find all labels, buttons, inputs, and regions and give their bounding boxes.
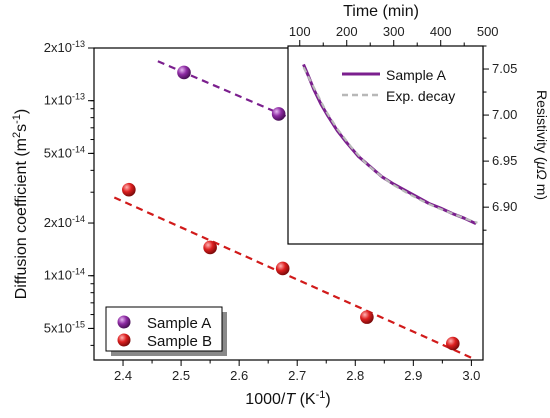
main-legend-marker-sample-b — [117, 333, 131, 347]
main-y-axis-title: Diffusion coefficient (m2s-1) — [11, 109, 30, 300]
data-point-sample-b — [122, 182, 136, 197]
x-tick-label: 2.4 — [114, 368, 132, 383]
main-legend: Sample A Sample B — [105, 306, 227, 356]
inset-legend-label-sample-a: Sample A — [386, 67, 447, 83]
inset-y-tick-label: 6.95 — [492, 153, 517, 168]
inset-x-tick-label: 200 — [336, 24, 358, 39]
x-tick-label: 3.0 — [462, 368, 480, 383]
x-tick-label: 2.7 — [288, 368, 306, 383]
main-x-axis-title: 1000/T (K-1) — [245, 389, 330, 408]
y-tick-label: 1x10-13 — [44, 92, 85, 108]
data-point-sample-b — [203, 240, 217, 255]
inset-line-exp-decay — [302, 66, 478, 224]
inset-legend: Sample A Exp. decay — [342, 67, 455, 104]
inset-right-y-axis-title: Resistivity (μΩ m) — [534, 90, 550, 200]
y-tick-label: 5x10-15 — [44, 319, 85, 335]
y-tick-label: 5x10-14 — [44, 144, 85, 160]
main-legend-marker-sample-a — [117, 315, 131, 329]
inset-y-tick-label: 6.90 — [492, 199, 517, 214]
x-tick-label: 2.5 — [172, 368, 190, 383]
inset-x-tick-label: 400 — [430, 24, 452, 39]
fit-line-sample-b — [113, 196, 472, 359]
inset-x-tick-label: 500 — [477, 24, 499, 39]
inset-x-tick-label: 300 — [383, 24, 405, 39]
y-tick-label: 2x10-14 — [44, 214, 85, 230]
inset-y-tick-label: 7.00 — [492, 107, 517, 122]
data-point-sample-a — [177, 65, 191, 80]
data-point-sample-b — [360, 310, 374, 324]
inset-frame — [287, 45, 484, 245]
main-legend-label-sample-a: Sample A — [147, 315, 211, 332]
x-tick-label: 2.9 — [404, 368, 422, 383]
y-tick-label: 1x10-14 — [44, 267, 85, 283]
inset-legend-label-exp-decay: Exp. decay — [386, 88, 455, 104]
data-point-sample-b — [446, 336, 460, 351]
x-tick-label: 2.8 — [346, 368, 364, 383]
inset-y-tick-label: 7.05 — [492, 61, 517, 76]
data-point-sample-a — [271, 107, 286, 121]
y-tick-label: 2x10-13 — [44, 39, 85, 55]
inset-x-tick-label: 100 — [289, 24, 311, 39]
x-tick-label: 2.6 — [230, 368, 248, 383]
data-point-sample-b — [275, 261, 290, 276]
main-legend-label-sample-b: Sample B — [147, 333, 212, 350]
inset-top-x-axis-title: Time (min) — [343, 3, 419, 20]
